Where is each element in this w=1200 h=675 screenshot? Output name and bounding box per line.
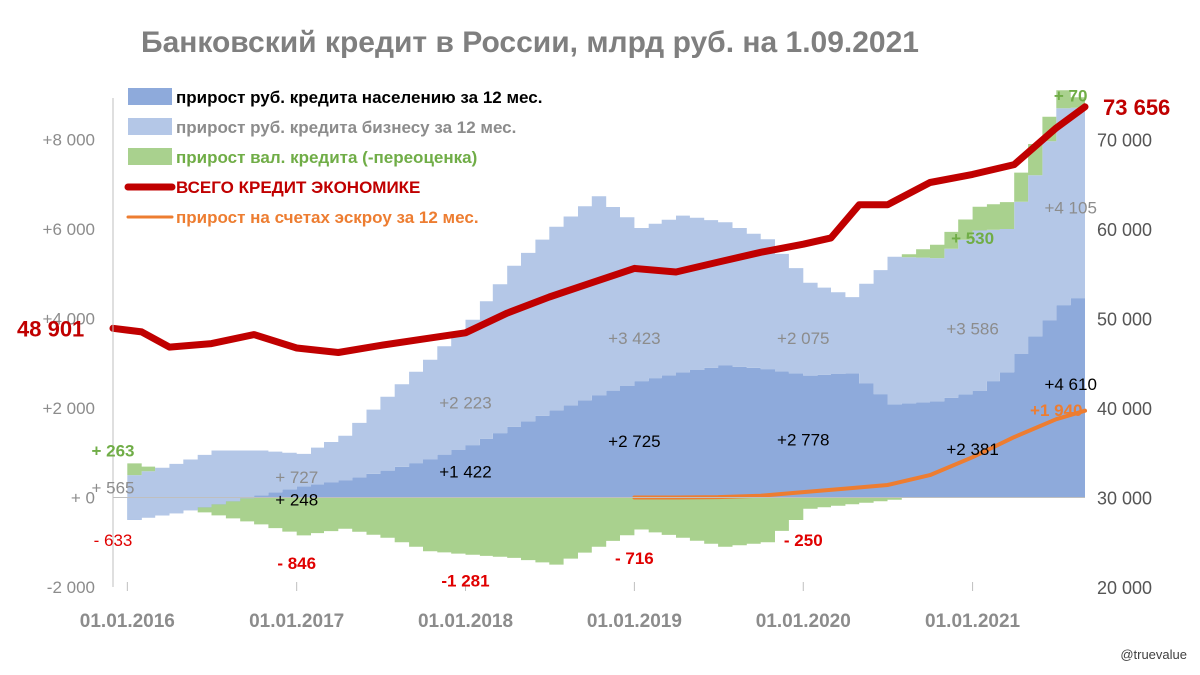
data-label: - 250 <box>784 531 823 550</box>
data-label: +2 075 <box>777 329 829 348</box>
legend-label: прирост руб. кредита населению за 12 мес… <box>176 88 542 107</box>
data-label: +3 423 <box>608 329 660 348</box>
x-tick-label: 01.01.2020 <box>756 611 851 632</box>
left-tick-label: -2 000 <box>47 578 95 597</box>
x-tick-label: 01.01.2016 <box>80 611 175 632</box>
chart-title: Банковский кредит в России, млрд руб. на… <box>141 26 919 59</box>
x-tick-label: 01.01.2021 <box>925 611 1021 632</box>
x-tick-label: 01.01.2017 <box>249 611 344 632</box>
legend-swatch <box>128 118 172 135</box>
legend-label: прирост на счетах эскроу за 12 мес. <box>176 208 479 227</box>
right-tick-label: 70 000 <box>1097 131 1152 151</box>
credit-label: @truevalue <box>1120 647 1187 662</box>
x-tick-label: 01.01.2018 <box>418 611 513 632</box>
data-label: -1 281 <box>441 571 489 590</box>
data-label: - 716 <box>615 549 654 568</box>
axes: -2 000 + 0 +2 000 +4 000 +6 000 +8 000 20 000 3… <box>43 98 1152 632</box>
data-label: +2 725 <box>608 432 660 451</box>
data-label: + 70 <box>1054 87 1088 106</box>
left-tick-label: +8 000 <box>43 131 95 150</box>
left-tick-label: +2 000 <box>43 399 95 418</box>
legend-label: прирост руб. кредита бизнесу за 12 мес. <box>176 118 516 137</box>
household-area <box>127 298 1086 520</box>
total-credit-line <box>109 103 1089 356</box>
data-label: +1 940 <box>1030 401 1082 420</box>
left-tick-label: + 0 <box>71 489 95 508</box>
data-label: + 263 <box>91 442 134 461</box>
fx-area-negative <box>127 497 1086 565</box>
data-label: 73 656 <box>1103 95 1170 120</box>
legend-swatch <box>128 88 172 105</box>
right-tick-label: 40 000 <box>1097 399 1152 419</box>
data-label: +4 105 <box>1044 199 1096 218</box>
data-label: +4 610 <box>1044 375 1096 394</box>
right-tick-label: 30 000 <box>1097 489 1152 509</box>
data-label: +2 381 <box>946 440 998 459</box>
legend-label: ВСЕГО КРЕДИТ ЭКОНОМИКЕ <box>176 178 420 197</box>
data-label: + 565 <box>91 479 134 498</box>
annotations: 48 901 73 656 + 263 + 565 - 633 + 727 + 248 - 8… <box>17 87 1170 591</box>
data-label: +1 422 <box>439 463 491 482</box>
data-label: +3 586 <box>946 319 998 338</box>
right-tick-label: 60 000 <box>1097 220 1152 240</box>
right-tick-label: 20 000 <box>1097 578 1152 598</box>
legend-label: прирост вал. кредита (-переоценка) <box>176 148 477 167</box>
data-label: + 727 <box>275 468 318 487</box>
data-label: +2 778 <box>777 430 829 449</box>
data-label: + 248 <box>275 490 318 509</box>
legend-swatch <box>128 148 172 165</box>
left-tick-label: +4 000 <box>43 310 95 329</box>
x-tick-label: 01.01.2019 <box>587 611 682 632</box>
data-label: +2 223 <box>439 394 491 413</box>
legend: прирост руб. кредита населению за 12 мес… <box>124 88 542 227</box>
right-tick-label: 50 000 <box>1097 310 1152 330</box>
data-label: - 633 <box>94 531 133 550</box>
data-label: - 846 <box>277 554 316 573</box>
business-area <box>127 107 1086 520</box>
data-label: 48 901 <box>17 316 84 341</box>
left-tick-label: +6 000 <box>43 220 95 239</box>
data-label: + 530 <box>951 229 994 248</box>
